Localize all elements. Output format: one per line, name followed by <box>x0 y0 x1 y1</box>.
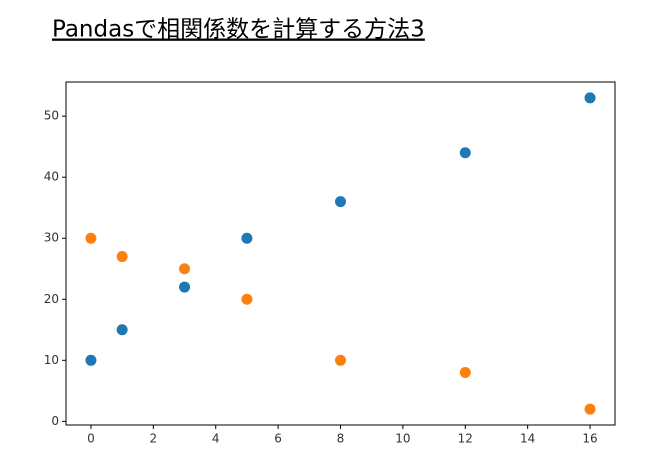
y-tick-label: 30 <box>44 231 59 245</box>
plot-frame <box>65 81 616 426</box>
y-tick-label: 20 <box>44 292 59 306</box>
point <box>116 324 128 336</box>
y-tick-label: 0 <box>51 414 59 428</box>
point <box>179 263 191 275</box>
point <box>85 232 97 244</box>
x-tick-label: 0 <box>87 432 95 446</box>
y-tick-label: 40 <box>44 170 59 184</box>
x-tick-label: 4 <box>212 432 220 446</box>
point <box>584 403 596 415</box>
x-tick-label: 12 <box>458 432 473 446</box>
point <box>335 196 346 208</box>
point <box>241 232 253 244</box>
point <box>459 367 471 379</box>
x-tick-label: 10 <box>395 432 410 446</box>
point <box>241 293 253 305</box>
chart-title: Pandasで相関係数を計算する方法3 <box>52 17 425 43</box>
point <box>584 92 596 104</box>
point <box>179 281 191 293</box>
point <box>459 147 471 159</box>
x-tick-label: 6 <box>274 432 282 446</box>
x-tick-label: 14 <box>520 432 535 446</box>
y-tick-label: 10 <box>44 353 59 367</box>
point <box>85 354 97 366</box>
y-tick-label: 50 <box>44 109 59 123</box>
point <box>116 251 128 263</box>
x-tick-label: 2 <box>150 432 158 446</box>
x-tick-label: 16 <box>582 432 597 446</box>
point <box>335 354 346 366</box>
x-tick-label: 8 <box>337 432 345 446</box>
